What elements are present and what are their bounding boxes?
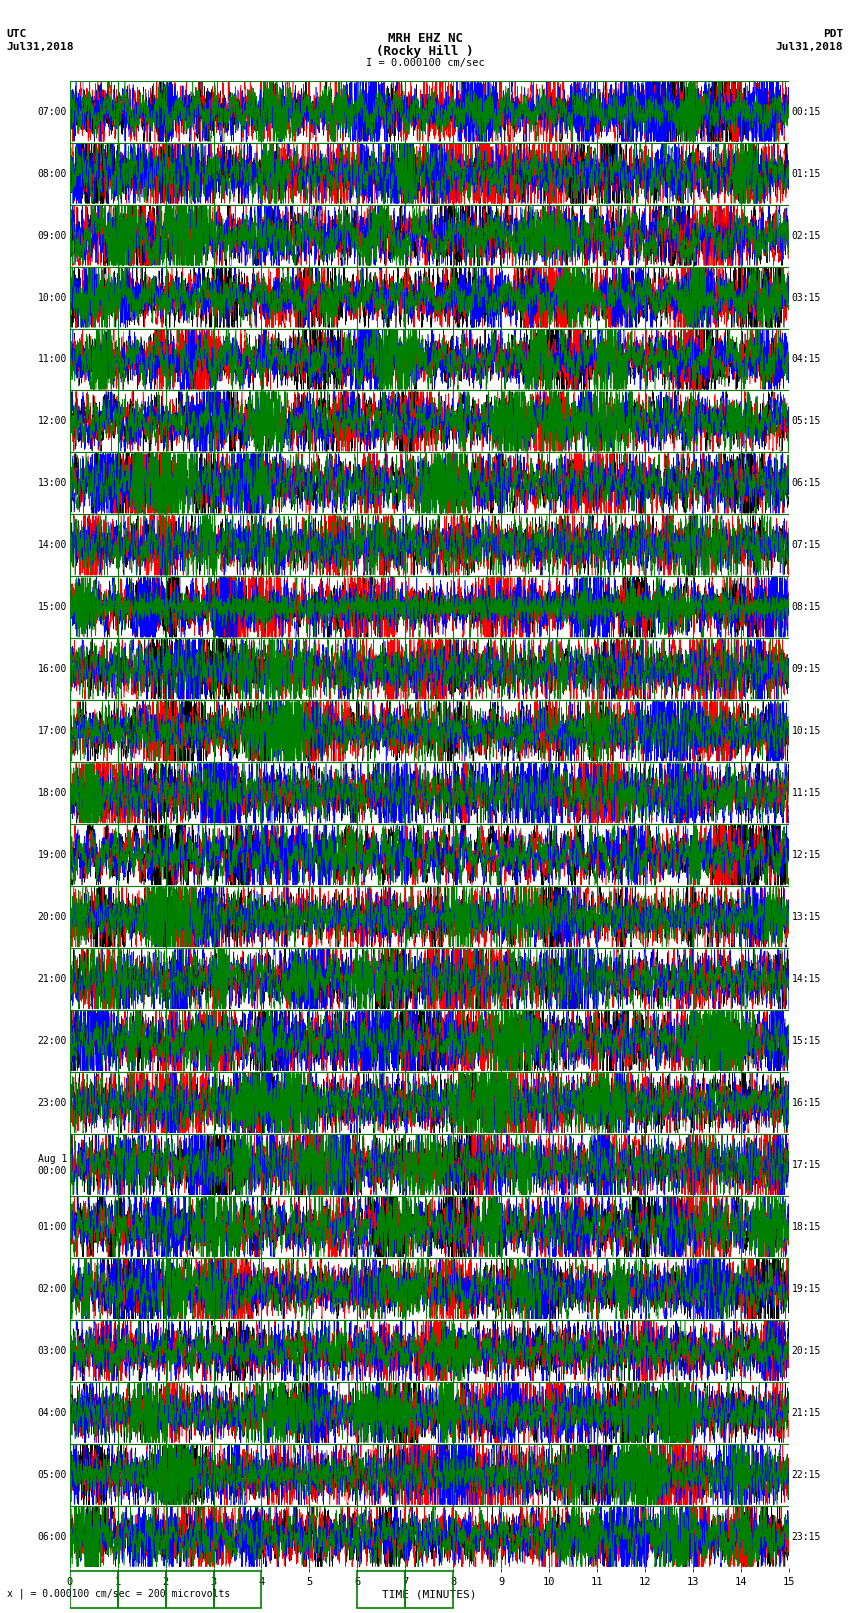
X-axis label: TIME (MINUTES): TIME (MINUTES) [382, 1590, 477, 1600]
Text: Jul31,2018: Jul31,2018 [7, 42, 74, 52]
Text: x | = 0.000100 cm/sec = 200 microvolts: x | = 0.000100 cm/sec = 200 microvolts [7, 1589, 230, 1598]
Text: (Rocky Hill ): (Rocky Hill ) [377, 45, 473, 58]
Text: PDT: PDT [823, 29, 843, 39]
Text: Jul31,2018: Jul31,2018 [776, 42, 843, 52]
Bar [213, 1571, 262, 1608]
Bar [405, 1571, 453, 1608]
Text: I = 0.000100 cm/sec: I = 0.000100 cm/sec [366, 58, 484, 68]
Bar [117, 1571, 166, 1608]
Bar [166, 1571, 213, 1608]
Text: UTC: UTC [7, 29, 27, 39]
Bar [70, 1571, 117, 1608]
Bar [357, 1571, 405, 1608]
Text: MRH EHZ NC: MRH EHZ NC [388, 32, 462, 45]
